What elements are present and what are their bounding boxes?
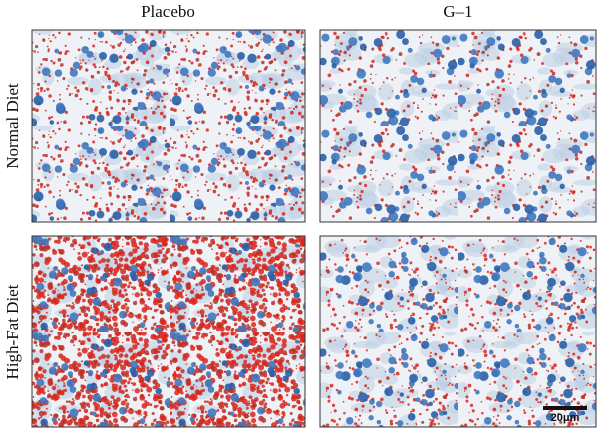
micrograph-panel [319,29,597,223]
column-label: G–1 [443,2,472,21]
micrograph-panel [31,235,306,428]
scale-bar [543,406,587,410]
panels [31,29,597,428]
micrograph-panel [319,235,597,428]
row-label: High-Fat Diet [3,284,22,379]
micrograph-panel [31,29,306,223]
scale-bar-label: 20μm [551,412,580,424]
row-label: Normal Diet [3,83,22,169]
column-label: Placebo [141,2,195,21]
